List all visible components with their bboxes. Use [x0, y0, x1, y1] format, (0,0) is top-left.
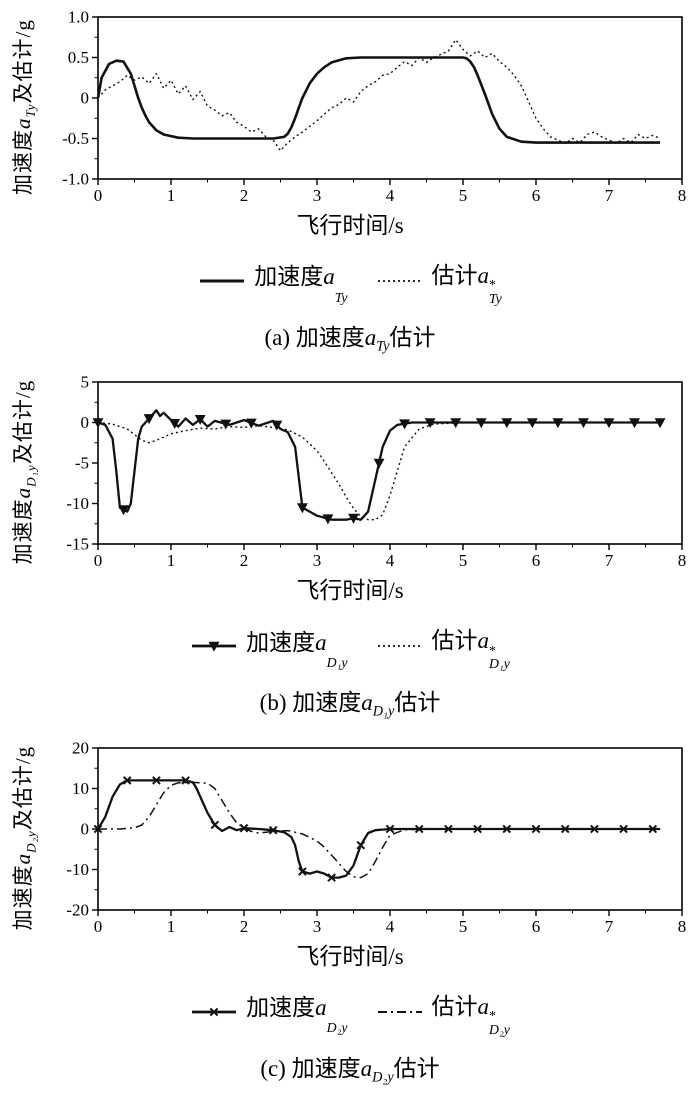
- svg-text:2: 2: [240, 186, 249, 205]
- chart-block-b: 加速度aD₁y及估计/g 0 1 2 3 4 5 6 7 8 5 0 -5 -10 -15 飞行时间/s …: [0, 365, 700, 720]
- svg-text:0.5: 0.5: [68, 48, 89, 67]
- svg-text:5: 5: [459, 551, 468, 570]
- svg-text:8: 8: [678, 186, 687, 205]
- y-axis-label-text: 加速度: [10, 128, 35, 195]
- svg-text:7: 7: [605, 186, 614, 205]
- legend-line-sample: [192, 1007, 237, 1016]
- svg-text:8: 8: [678, 551, 687, 570]
- legend-line-sample: [377, 645, 422, 648]
- svg-text:7: 7: [605, 551, 614, 570]
- plot-row-c: 加速度aD₂y及估计/g 0 1 2 3 4 5 6 7 8 20 10 0 -10 -20: [0, 739, 700, 937]
- legend-line-sample: [377, 279, 422, 282]
- y-axis-label-b: 加速度aD₁y及估计/g: [0, 373, 46, 571]
- svg-text:5: 5: [81, 373, 90, 392]
- svg-text:7: 7: [605, 917, 614, 936]
- y-axis-label-text: 加速度: [10, 498, 35, 565]
- svg-text:0: 0: [94, 551, 103, 570]
- svg-text:8: 8: [678, 917, 687, 936]
- legend-item: 估计a * D₂y: [376, 987, 510, 1037]
- chart-block-c: 加速度aD₂y及估计/g 0 1 2 3 4 5 6 7 8 20 10 0 -10 -20 飞行时间/s…: [0, 731, 700, 1086]
- y-axis-label-text: 加速度: [10, 864, 35, 931]
- svg-text:1: 1: [167, 917, 176, 936]
- svg-text:6: 6: [532, 917, 541, 936]
- legend-a: 加速度a Ty 估计a * Ty: [0, 256, 700, 306]
- svg-text:10: 10: [72, 779, 89, 798]
- legend-label: 加速度a D₁y: [246, 629, 348, 670]
- legend-item: 估计a * Ty: [376, 256, 502, 306]
- plot-row-a: 加速度aTy及估计/g 0 1 2 3 4 5 6 7 8 1.0 0.5 0 -0.5 -1.0: [0, 8, 700, 206]
- legend-label: 估计a * D₁y: [431, 628, 510, 672]
- svg-text:1.0: 1.0: [68, 8, 89, 27]
- legend-line-sample: [192, 641, 237, 652]
- svg-text:5: 5: [459, 186, 468, 205]
- legend-line-sample: [200, 279, 245, 283]
- svg-text:6: 6: [532, 186, 541, 205]
- plot-c: 0 1 2 3 4 5 6 7 8 20 10 0 -10 -20: [66, 739, 687, 936]
- legend-item: 估计a * D₁y: [376, 621, 510, 671]
- svg-text:-10: -10: [66, 860, 89, 879]
- legend-item: 加速度a D₁y: [190, 623, 348, 670]
- svg-text:20: 20: [72, 739, 89, 758]
- svg-text:5: 5: [459, 917, 468, 936]
- chart-block-a: 加速度aTy及估计/g 0 1 2 3 4 5 6 7 8 1.0 0.5 0 -0.5 -1.0 飞行时…: [0, 0, 700, 355]
- y-axis-unit: 及估计/g: [10, 380, 35, 465]
- svg-text:0: 0: [81, 413, 90, 432]
- y-axis-unit: 及估计/g: [10, 745, 35, 830]
- svg-text:2: 2: [240, 917, 249, 936]
- legend-label: 估计a * Ty: [431, 263, 502, 306]
- plot-a: 0 1 2 3 4 5 6 7 8 1.0 0.5 0 -0.5 -1.0: [62, 8, 687, 205]
- legend-item: 加速度a D₂y: [190, 988, 348, 1036]
- svg-text:3: 3: [313, 186, 322, 205]
- svg-text:0: 0: [94, 917, 103, 936]
- svg-text:-1.0: -1.0: [62, 170, 89, 189]
- svg-text:6: 6: [532, 551, 541, 570]
- y-axis-label-c: 加速度aD₂y及估计/g: [0, 739, 46, 937]
- legend-label: 加速度a D₂y: [246, 995, 348, 1036]
- plot-row-b: 加速度aD₁y及估计/g 0 1 2 3 4 5 6 7 8 5 0 -5 -10 -15: [0, 373, 700, 571]
- y-axis-var: a: [10, 487, 35, 499]
- svg-text:4: 4: [386, 917, 395, 936]
- plot-b: 0 1 2 3 4 5 6 7 8 5 0 -5 -10 -15: [66, 373, 687, 570]
- caption-a: (a) 加速度aTy估计: [264, 324, 436, 355]
- svg-text:1: 1: [167, 551, 176, 570]
- caption-c: (c) 加速度aD₂y估计: [260, 1055, 440, 1086]
- legend-label: 估计a * D₂y: [431, 993, 510, 1037]
- svg-text:-0.5: -0.5: [62, 129, 89, 148]
- x-axis-label-a: 飞行时间/s: [296, 213, 404, 238]
- y-axis-unit: 及估计/g: [10, 19, 35, 104]
- svg-text:3: 3: [313, 917, 322, 936]
- svg-text:-20: -20: [66, 900, 89, 919]
- svg-text:-10: -10: [66, 494, 89, 513]
- svg-text:4: 4: [386, 186, 395, 205]
- svg-text:2: 2: [240, 551, 249, 570]
- svg-text:3: 3: [313, 551, 322, 570]
- svg-text:0: 0: [81, 89, 90, 108]
- svg-text:1: 1: [167, 186, 176, 205]
- svg-text:-5: -5: [75, 454, 89, 473]
- x-axis-label-c: 飞行时间/s: [296, 943, 404, 969]
- legend-item: 加速度a Ty: [198, 257, 348, 305]
- legend-b: 加速度a D₁y 估计a * D₁y: [0, 621, 700, 671]
- x-axis-label-b: 飞行时间/s: [296, 578, 404, 604]
- y-axis-label-a: 加速度aTy及估计/g: [0, 8, 46, 206]
- legend-label: 加速度a Ty: [254, 264, 348, 305]
- y-axis-sub: Ty: [23, 103, 39, 118]
- y-axis-var: a: [10, 117, 35, 129]
- svg-text:0: 0: [94, 186, 103, 205]
- svg-text:-15: -15: [66, 535, 89, 554]
- svg-text:0: 0: [81, 819, 90, 838]
- svg-text:4: 4: [386, 551, 395, 570]
- caption-b: (b) 加速度aD₁y估计: [259, 690, 441, 720]
- y-axis-var: a: [10, 852, 35, 865]
- y-axis-sub: D₂y: [23, 829, 39, 853]
- legend-c: 加速度a D₂y 估计a * D₂y: [0, 987, 700, 1037]
- legend-line-sample: [377, 1010, 422, 1013]
- y-axis-sub: D₁y: [23, 464, 39, 488]
